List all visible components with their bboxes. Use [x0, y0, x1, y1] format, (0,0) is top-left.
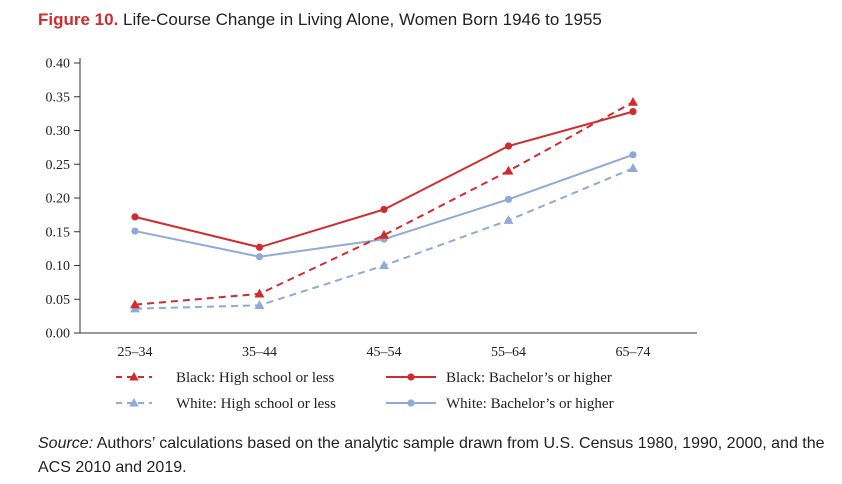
- legend-marker: [407, 373, 415, 381]
- legend-label: White: High school or less: [176, 396, 336, 412]
- series-black-bachelor-s-or-higher: [131, 108, 637, 251]
- chart-series: [130, 96, 638, 313]
- data-point: [629, 108, 637, 116]
- data-point: [503, 215, 514, 224]
- y-tick-label: 0.30: [46, 124, 71, 139]
- figure-title-text: Life-Course Change in Living Alone, Wome…: [123, 10, 602, 29]
- data-point: [131, 227, 139, 235]
- data-point: [628, 96, 638, 106]
- data-point: [504, 142, 513, 150]
- x-tick-label: 55–64: [491, 345, 526, 360]
- series-black-high-school-or-less: [130, 96, 638, 309]
- y-tick-label: 0.25: [46, 158, 71, 173]
- y-tick-label: 0.35: [46, 90, 71, 105]
- data-point: [503, 165, 514, 175]
- data-point: [255, 243, 264, 251]
- data-point: [254, 288, 265, 298]
- data-point: [379, 260, 389, 270]
- y-tick-label: 0.05: [46, 293, 71, 308]
- y-tick-label: 0.00: [46, 327, 71, 342]
- data-point: [380, 205, 388, 214]
- chart-legend: Black: High school or less Black: Bachelo…: [116, 370, 614, 412]
- series-white-bachelor-s-or-higher: [131, 151, 637, 261]
- legend-item: Black: Bachelor’s or higher: [386, 370, 612, 386]
- y-tick-label: 0.10: [46, 259, 71, 274]
- legend-marker: [129, 398, 139, 407]
- data-point: [504, 195, 513, 203]
- legend-marker: [129, 372, 139, 381]
- x-tick-label: 65–74: [616, 345, 651, 360]
- figure-number: Figure 10.: [38, 10, 119, 29]
- legend-item: White: Bachelor’s or higher: [386, 396, 614, 412]
- data-point: [628, 163, 638, 172]
- line-chart: 0.00 0.05 0.10 0.15 0.20 0.25 0.30 0.35 0.40 25–3…: [46, 57, 697, 412]
- data-point: [255, 253, 264, 261]
- y-tick-label: 0.20: [46, 192, 71, 207]
- y-tick-label: 0.15: [46, 225, 71, 240]
- series-line: [134, 110, 634, 249]
- series-line: [134, 101, 634, 306]
- legend-item: White: High school or less: [116, 396, 336, 412]
- x-tick-label: 45–54: [367, 345, 402, 360]
- legend-label: White: Bachelor’s or higher: [446, 396, 614, 412]
- source-note: Source: Authors’ calculations based on t…: [38, 432, 828, 480]
- chart-axes: 0.00 0.05 0.10 0.15 0.20 0.25 0.30 0.35 0.40 25–3…: [46, 57, 697, 360]
- legend-label: Black: Bachelor’s or higher: [446, 370, 612, 386]
- legend-marker: [407, 399, 415, 407]
- figure-title: Figure 10. Life-Course Change in Living …: [38, 10, 602, 30]
- legend-item: Black: High school or less: [116, 370, 334, 386]
- data-point: [130, 299, 140, 309]
- y-tick-label: 0.40: [46, 57, 71, 72]
- data-point: [379, 229, 389, 239]
- source-label: Source:: [38, 435, 94, 452]
- data-point: [254, 300, 265, 309]
- data-point: [131, 213, 139, 221]
- source-text: Authors’ calculations based on the analy…: [38, 435, 825, 476]
- x-tick-label: 35–44: [242, 345, 277, 360]
- x-tick-label: 25–34: [118, 345, 153, 360]
- data-point: [629, 151, 637, 159]
- series-white-high-school-or-less: [130, 163, 638, 313]
- legend-label: Black: High school or less: [176, 370, 334, 386]
